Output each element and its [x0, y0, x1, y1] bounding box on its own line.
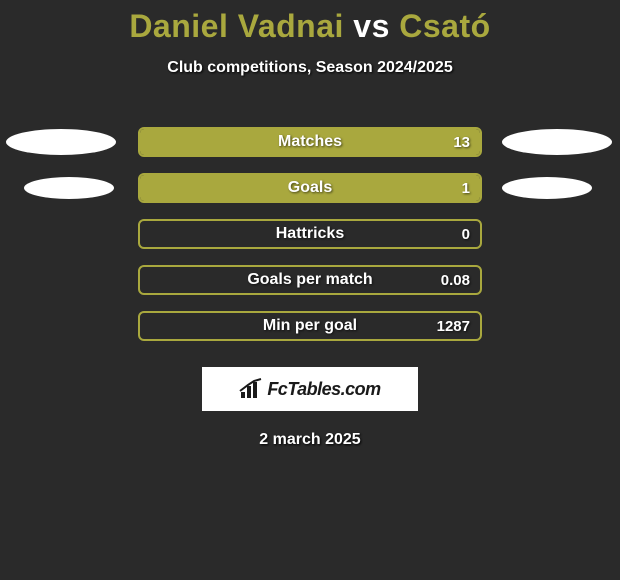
- player2-ellipse: [502, 129, 612, 155]
- comparison-chart: Matches13 Goals1 Hattricks0 Goals per match…: [0, 119, 620, 349]
- title-player2: Csató: [399, 8, 490, 44]
- stat-bar: Goals1: [138, 173, 482, 203]
- logo-text: FcTables.com: [267, 379, 380, 400]
- stat-row: Matches13: [0, 119, 620, 165]
- bar-chart-icon: [239, 378, 263, 400]
- stat-row: Hattricks0: [0, 211, 620, 257]
- player2-ellipse: [502, 177, 592, 199]
- stat-value: 1287: [437, 313, 470, 339]
- date-label: 2 march 2025: [0, 431, 620, 449]
- title-player1: Daniel Vadnai: [129, 8, 344, 44]
- title-vs: vs: [353, 8, 390, 44]
- stat-label: Goals per match: [140, 267, 480, 293]
- stat-row: Goals1: [0, 165, 620, 211]
- stat-label: Min per goal: [140, 313, 480, 339]
- subtitle: Club competitions, Season 2024/2025: [0, 59, 620, 77]
- stat-value: 13: [453, 129, 470, 155]
- stat-value: 1: [462, 175, 470, 201]
- stat-bar: Hattricks0: [138, 219, 482, 249]
- player1-ellipse: [6, 129, 116, 155]
- stat-row: Min per goal1287: [0, 303, 620, 349]
- stat-value: 0.08: [441, 267, 470, 293]
- stat-label: Matches: [140, 129, 480, 155]
- player1-ellipse: [24, 177, 114, 199]
- stat-row: Goals per match0.08: [0, 257, 620, 303]
- stat-bar: Goals per match0.08: [138, 265, 482, 295]
- stat-bar: Matches13: [138, 127, 482, 157]
- stat-label: Goals: [140, 175, 480, 201]
- stat-value: 0: [462, 221, 470, 247]
- stat-label: Hattricks: [140, 221, 480, 247]
- stat-bar: Min per goal1287: [138, 311, 482, 341]
- fctables-logo: FcTables.com: [202, 367, 418, 411]
- page-title: Daniel Vadnai vs Csató: [0, 0, 620, 45]
